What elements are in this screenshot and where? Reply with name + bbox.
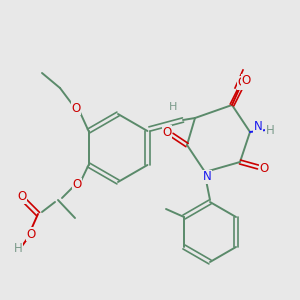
Text: O: O xyxy=(72,178,82,191)
Text: O: O xyxy=(242,74,250,88)
Text: O: O xyxy=(17,190,27,203)
Text: O: O xyxy=(260,161,268,175)
Text: H: H xyxy=(14,242,22,254)
Text: O: O xyxy=(26,227,36,241)
Text: O: O xyxy=(237,76,247,89)
Text: H: H xyxy=(266,124,274,136)
Text: N: N xyxy=(254,121,262,134)
Text: O: O xyxy=(162,125,172,139)
Text: H: H xyxy=(169,102,177,112)
Text: N: N xyxy=(202,170,211,184)
Text: O: O xyxy=(71,101,81,115)
